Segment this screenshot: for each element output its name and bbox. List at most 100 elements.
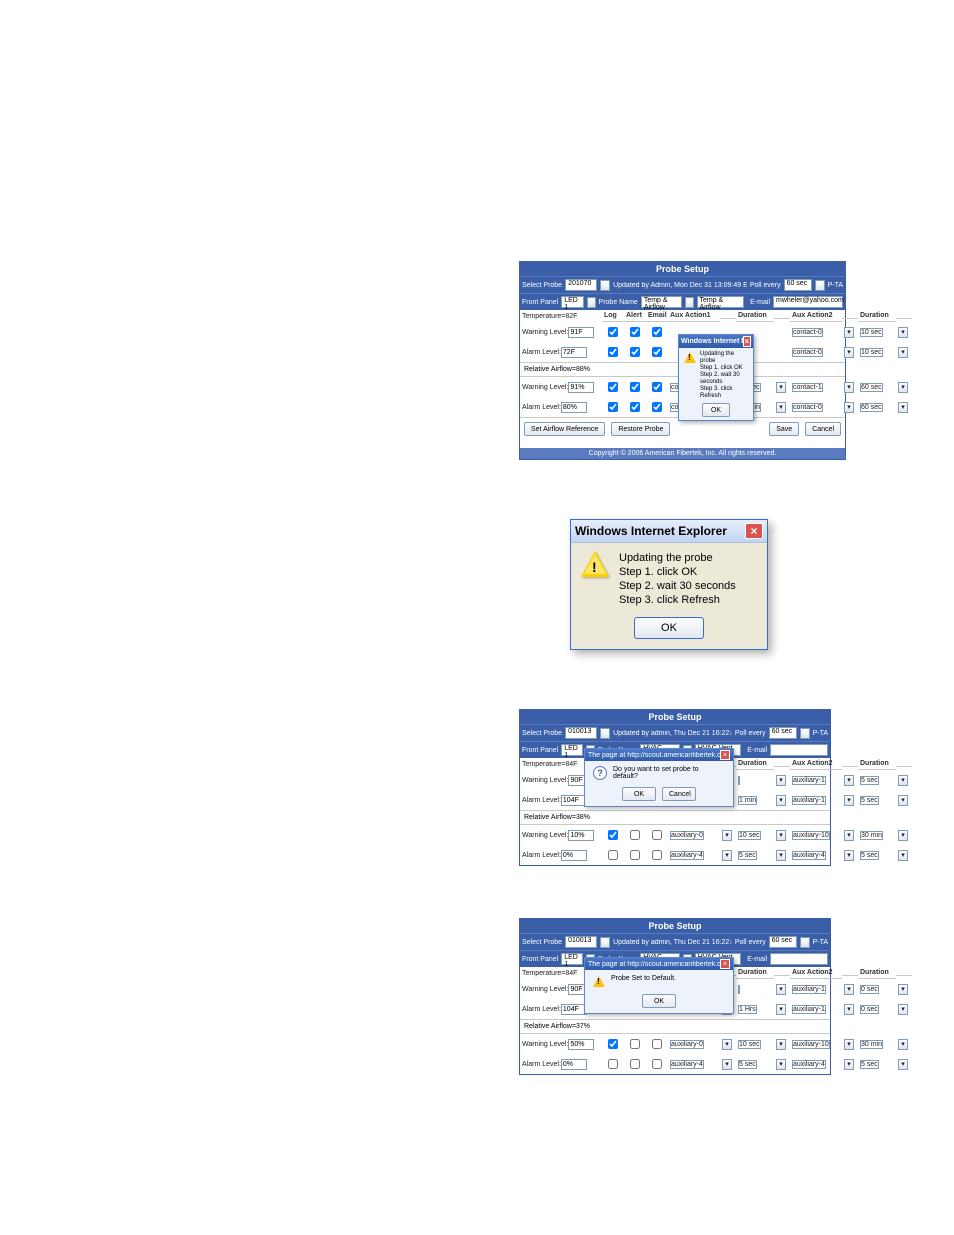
- threshold-input[interactable]: [568, 327, 594, 338]
- duration2-select[interactable]: 10 sec: [860, 328, 883, 337]
- aux2-select[interactable]: auxiliary-1: [792, 1005, 826, 1014]
- duration2-select[interactable]: 30 min: [860, 1040, 883, 1049]
- chevron-down-icon[interactable]: ▾: [600, 728, 610, 739]
- log-checkbox[interactable]: [608, 1059, 618, 1069]
- chevron-down-icon[interactable]: ▾: [898, 984, 908, 995]
- aux1-select[interactable]: auxiliary-4: [670, 851, 704, 860]
- alert-checkbox[interactable]: [630, 1039, 640, 1049]
- chevron-down-icon[interactable]: ▾: [600, 937, 610, 948]
- chevron-down-icon[interactable]: ▾: [722, 1059, 732, 1070]
- log-checkbox[interactable]: [608, 327, 618, 337]
- threshold-input[interactable]: [561, 850, 587, 861]
- email-checkbox[interactable]: [652, 347, 662, 357]
- close-icon[interactable]: ×: [745, 523, 763, 539]
- cancel-button[interactable]: Cancel: [662, 787, 696, 801]
- duration1-select[interactable]: 5 sec: [738, 1060, 757, 1069]
- chevron-down-icon[interactable]: ▾: [898, 1059, 908, 1070]
- threshold-input[interactable]: [561, 1059, 587, 1070]
- duration1-select[interactable]: 1 min: [738, 796, 757, 805]
- chevron-down-icon[interactable]: ▾: [844, 382, 854, 393]
- poll-value[interactable]: 60 sec: [784, 279, 812, 291]
- email-checkbox[interactable]: [652, 1059, 662, 1069]
- email-checkbox[interactable]: [652, 850, 662, 860]
- chevron-down-icon[interactable]: ▾: [776, 1059, 786, 1070]
- chevron-down-icon[interactable]: ▾: [844, 830, 854, 841]
- duration1-select[interactable]: 10 sec: [738, 831, 761, 840]
- chevron-down-icon[interactable]: ▾: [844, 1059, 854, 1070]
- set-airflow-reference-button[interactable]: Set Airflow Reference: [524, 422, 605, 436]
- ok-button[interactable]: OK: [622, 787, 656, 801]
- duration1-select[interactable]: 1 Hrs: [738, 1005, 757, 1014]
- email-checkbox[interactable]: [652, 830, 662, 840]
- cancel-button[interactable]: Cancel: [805, 422, 841, 436]
- duration2-select[interactable]: 10 sec: [860, 348, 883, 357]
- duration1-select[interactable]: [738, 985, 740, 994]
- chevron-down-icon[interactable]: ▾: [898, 382, 908, 393]
- chevron-down-icon[interactable]: ▾: [898, 1004, 908, 1015]
- aux2-select[interactable]: contact-0: [792, 403, 823, 412]
- chevron-down-icon[interactable]: ▾: [722, 1039, 732, 1050]
- log-checkbox[interactable]: [608, 830, 618, 840]
- threshold-input[interactable]: [561, 347, 587, 358]
- alert-checkbox[interactable]: [630, 830, 640, 840]
- log-checkbox[interactable]: [608, 850, 618, 860]
- duration1-select[interactable]: [738, 776, 740, 785]
- ok-button[interactable]: OK: [642, 994, 676, 1008]
- chevron-down-icon[interactable]: ▾: [898, 402, 908, 413]
- email-input[interactable]: mwheler@yahoo.com: [773, 296, 843, 308]
- chevron-down-icon[interactable]: ▾: [685, 297, 694, 308]
- close-icon[interactable]: ×: [743, 336, 751, 347]
- save-button[interactable]: Save: [769, 422, 799, 436]
- chevron-down-icon[interactable]: ▾: [776, 1039, 786, 1050]
- email-input[interactable]: [770, 953, 828, 965]
- alert-checkbox[interactable]: [630, 347, 640, 357]
- front-panel-value[interactable]: LED 1: [561, 296, 584, 308]
- duration2-select[interactable]: 5 sec: [860, 776, 879, 785]
- chevron-down-icon[interactable]: ▾: [844, 795, 854, 806]
- chevron-down-icon[interactable]: ▾: [844, 775, 854, 786]
- email-checkbox[interactable]: [652, 402, 662, 412]
- ok-button[interactable]: OK: [634, 617, 704, 639]
- threshold-input[interactable]: [568, 382, 594, 393]
- aux2-select[interactable]: auxiliary-10: [792, 1040, 830, 1049]
- close-icon[interactable]: ×: [720, 959, 730, 969]
- chevron-down-icon[interactable]: ▾: [600, 280, 610, 291]
- chevron-down-icon[interactable]: ▾: [844, 327, 854, 338]
- ok-button[interactable]: OK: [702, 403, 730, 417]
- duration2-select[interactable]: 0 sec: [860, 1005, 879, 1014]
- chevron-down-icon[interactable]: ▾: [722, 850, 732, 861]
- chevron-down-icon[interactable]: ▾: [815, 280, 825, 291]
- duration2-select[interactable]: 60 sec: [860, 403, 883, 412]
- restore-probe-button[interactable]: Restore Probe: [611, 422, 670, 436]
- alert-checkbox[interactable]: [630, 382, 640, 392]
- log-checkbox[interactable]: [608, 347, 618, 357]
- chevron-down-icon[interactable]: ▾: [587, 297, 596, 308]
- aux2-select[interactable]: auxiliary-1: [792, 776, 826, 785]
- chevron-down-icon[interactable]: ▾: [844, 850, 854, 861]
- chevron-down-icon[interactable]: ▾: [898, 850, 908, 861]
- aux2-select[interactable]: auxiliary-4: [792, 851, 826, 860]
- threshold-input[interactable]: [561, 402, 587, 413]
- log-checkbox[interactable]: [608, 402, 618, 412]
- alert-checkbox[interactable]: [630, 402, 640, 412]
- chevron-down-icon[interactable]: ▾: [776, 795, 786, 806]
- threshold-input[interactable]: [568, 830, 594, 841]
- aux2-select[interactable]: contact-0: [792, 348, 823, 357]
- chevron-down-icon[interactable]: ▾: [800, 728, 810, 739]
- chevron-down-icon[interactable]: ▾: [776, 382, 786, 393]
- front-panel-value[interactable]: LED 1: [561, 744, 583, 756]
- alert-checkbox[interactable]: [630, 1059, 640, 1069]
- duration2-select[interactable]: 5 sec: [860, 851, 879, 860]
- poll-value[interactable]: 60 sec: [769, 727, 797, 739]
- chevron-down-icon[interactable]: ▾: [800, 937, 810, 948]
- aux2-select[interactable]: auxiliary-10: [792, 831, 830, 840]
- chevron-down-icon[interactable]: ▾: [898, 795, 908, 806]
- poll-value[interactable]: 60 sec: [769, 936, 797, 948]
- threshold-input[interactable]: [561, 1004, 587, 1015]
- chevron-down-icon[interactable]: ▾: [776, 402, 786, 413]
- duration2-select[interactable]: 0 sec: [860, 985, 879, 994]
- aux1-select[interactable]: auxiliary-0: [670, 1040, 704, 1049]
- close-icon[interactable]: ×: [720, 750, 730, 760]
- chevron-down-icon[interactable]: ▾: [844, 1004, 854, 1015]
- log-checkbox[interactable]: [608, 382, 618, 392]
